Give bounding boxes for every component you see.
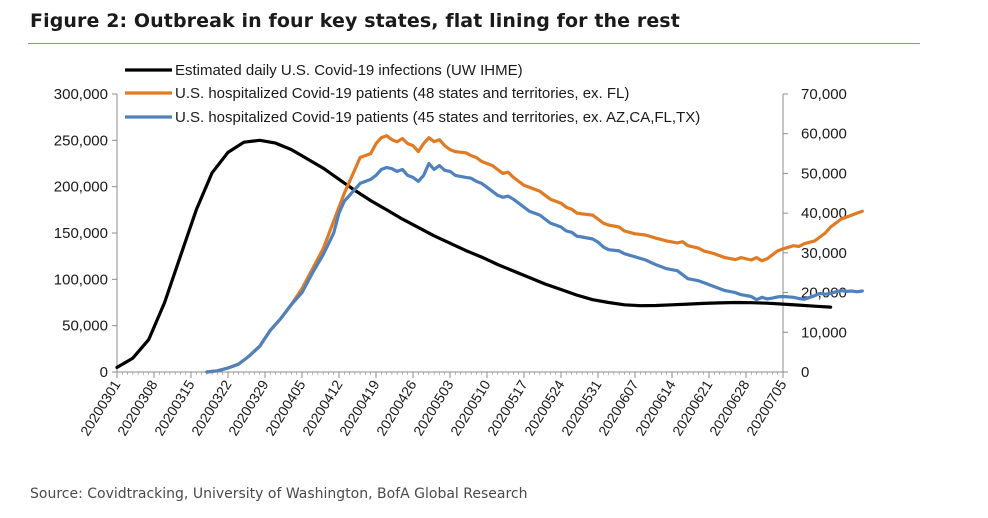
right-y-axis: 010,00020,00030,00040,00050,00060,00070,… [782, 86, 847, 381]
series-line-hospitalized-45-states [205, 161, 864, 374]
title-divider [28, 43, 920, 44]
left-y-axis: 0 50,000 100,000 150,000 200,000 250,000 300,0… [54, 86, 118, 381]
right-tick-label: 10,000 [801, 324, 847, 341]
left-tick-label: 250,000 [54, 132, 108, 149]
right-tick-label: 40,000 [801, 205, 847, 222]
x-axis: 2020030120200308202003152020032220200329… [77, 371, 790, 438]
legend-label: U.S. hospitalized Covid-19 patients (48 … [175, 85, 629, 102]
series-line-infections [115, 138, 833, 369]
right-tick-label: 50,000 [801, 165, 847, 182]
legend-label: U.S. hospitalized Covid-19 patients (45 … [175, 109, 700, 126]
right-tick-label: 70,000 [801, 86, 847, 103]
left-tick-label: 300,000 [54, 86, 108, 103]
series-line-hospitalized-48-states [205, 134, 864, 374]
left-tick-label: 0 [100, 364, 108, 381]
right-tick-label: 0 [801, 364, 809, 381]
left-tick-label: 200,000 [54, 179, 108, 196]
right-tick-label: 30,000 [801, 245, 847, 262]
right-tick-label: 60,000 [801, 126, 847, 143]
source-note: Source: Covidtracking, University of Was… [30, 486, 528, 502]
left-tick-label: 50,000 [62, 318, 108, 335]
chart-title: Figure 2: Outbreak in four key states, f… [30, 10, 680, 32]
left-tick-label: 150,000 [54, 225, 108, 242]
legend: Estimated daily U.S. Covid-19 infections… [125, 62, 700, 126]
left-tick-label: 100,000 [54, 271, 108, 288]
series-layer [115, 134, 864, 374]
legend-label: Estimated daily U.S. Covid-19 infections… [175, 62, 523, 79]
